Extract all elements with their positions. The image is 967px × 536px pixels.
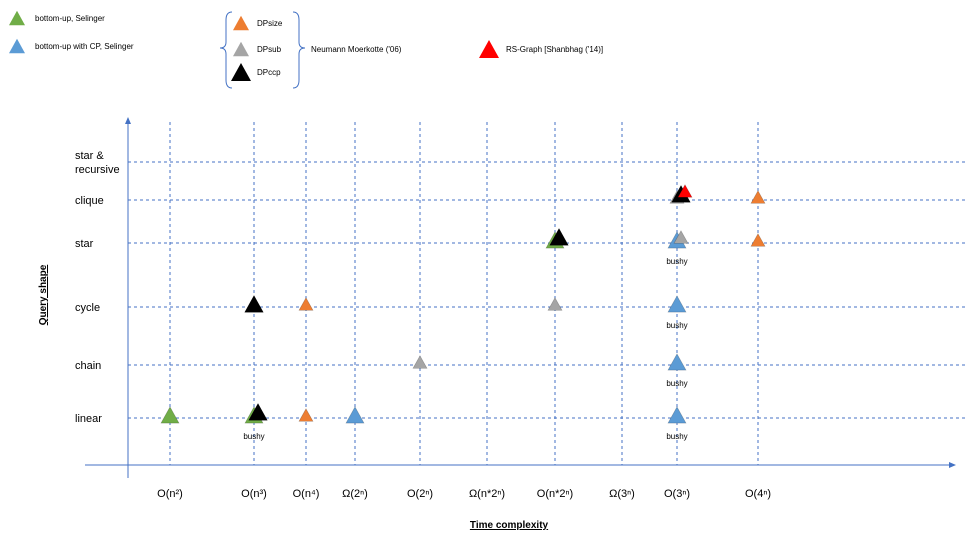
x-tick-label: O(2ⁿ) bbox=[407, 488, 433, 500]
y-tick-label: star & recursive bbox=[75, 150, 120, 176]
point-note: bushy bbox=[666, 321, 687, 330]
x-tick-label: O(n*2ⁿ) bbox=[537, 488, 573, 500]
point-note: bushy bbox=[666, 379, 687, 388]
data-point-triangle bbox=[750, 190, 766, 204]
x-tick-labels: O(n²) O(n³) O(n⁴) Ω(2ⁿ) O(2ⁿ) Ω(n*2ⁿ) O(n*2ⁿ) Ω… bbox=[157, 488, 771, 500]
data-point-triangle bbox=[667, 406, 687, 424]
data-point-triangle bbox=[298, 297, 314, 311]
data-point-triangle bbox=[160, 406, 180, 424]
x-tick-label: Ω(2ⁿ) bbox=[342, 488, 368, 500]
data-point-triangle bbox=[549, 228, 569, 246]
point-note: bushy bbox=[243, 432, 264, 441]
x-tick-label: O(3ⁿ) bbox=[664, 488, 690, 500]
legend-swatch-triangle bbox=[9, 10, 25, 26]
data-point-triangle bbox=[244, 295, 264, 313]
legend-label: bottom-up, Selinger bbox=[35, 14, 105, 23]
legend-label: DPsub bbox=[257, 45, 282, 54]
data-point-triangle bbox=[345, 406, 365, 424]
legend-swatch-triangle bbox=[231, 63, 251, 81]
x-tick-label: O(n³) bbox=[241, 488, 267, 500]
point-note: bushy bbox=[666, 257, 687, 266]
legend-swatch-triangle bbox=[479, 40, 499, 58]
x-axis-title: Time complexity bbox=[470, 520, 549, 531]
x-tick-label: O(n²) bbox=[157, 488, 183, 500]
data-point-triangle bbox=[750, 233, 766, 247]
data-point-triangle bbox=[248, 403, 268, 421]
data-point-triangle bbox=[667, 353, 687, 371]
data-point-triangle bbox=[673, 230, 689, 244]
y-tick-label: star bbox=[75, 238, 94, 250]
legend-label: RS-Graph [Shanbhag ('14)] bbox=[506, 45, 603, 54]
data-point-triangle bbox=[677, 184, 693, 198]
x-tick-label: O(4ⁿ) bbox=[745, 488, 771, 500]
legend-label: DPccp bbox=[257, 68, 281, 77]
data-point-triangle bbox=[298, 408, 314, 422]
y-tick-label: cycle bbox=[75, 302, 100, 314]
legend-label: DPsize bbox=[257, 19, 283, 28]
y-tick-labels: linear chain cycle star clique star & recursiv… bbox=[75, 150, 120, 425]
legend-swatch-triangle bbox=[233, 15, 249, 31]
data-marks: bushy bushy bushy bushy bushy bbox=[160, 184, 766, 441]
legend-group-label: Neumann Moerkotte ('06) bbox=[311, 45, 402, 54]
data-point-triangle bbox=[412, 355, 428, 369]
y-tick-label: linear bbox=[75, 413, 102, 425]
legend-swatch-triangle bbox=[233, 41, 249, 57]
axes bbox=[85, 117, 956, 478]
data-point-triangle bbox=[667, 295, 687, 313]
legend-brace-left bbox=[219, 11, 233, 89]
point-note: bushy bbox=[666, 432, 687, 441]
y-tick-label: clique bbox=[75, 195, 104, 207]
y-tick-label: chain bbox=[75, 360, 101, 372]
legend-swatch-triangle bbox=[9, 38, 25, 54]
y-axis-title: Query shape bbox=[38, 264, 49, 325]
x-tick-label: Ω(n*2ⁿ) bbox=[469, 488, 505, 500]
x-tick-label: Ω(3ⁿ) bbox=[609, 488, 635, 500]
data-point-triangle bbox=[547, 297, 563, 311]
legend-label: bottom-up with CP, Selinger bbox=[35, 42, 134, 51]
grid bbox=[128, 122, 965, 465]
x-tick-label: O(n⁴) bbox=[293, 488, 320, 500]
legend: bottom-up, Selinger bottom-up with CP, Se… bbox=[9, 10, 603, 89]
legend-brace-right bbox=[292, 11, 306, 89]
